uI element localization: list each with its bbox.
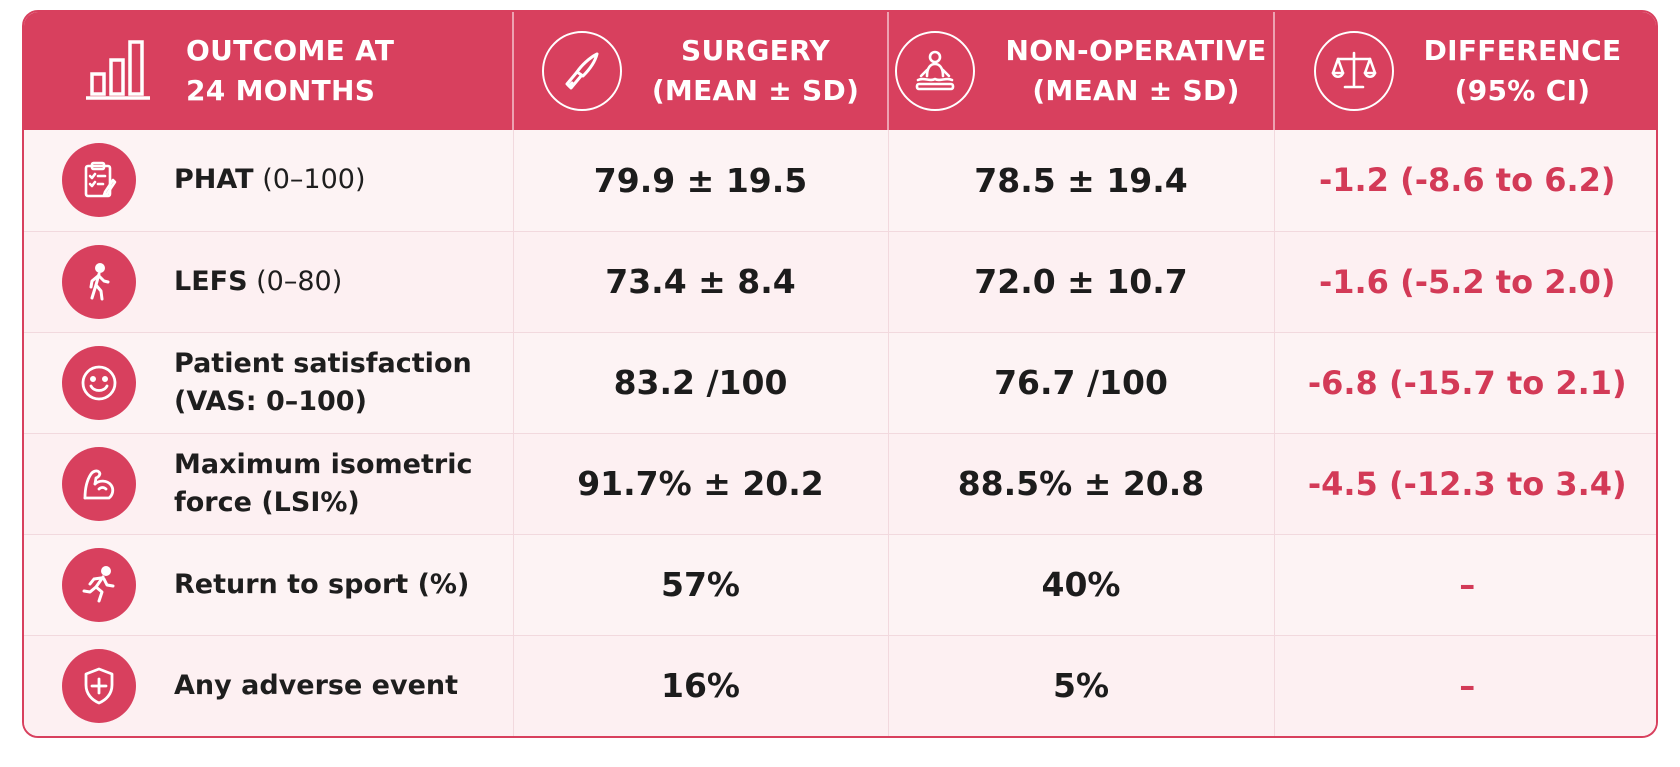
clipboard-icon bbox=[62, 143, 136, 218]
outcome-label-main: Patient satisfaction bbox=[174, 347, 472, 379]
outcome-label-main: PHAT bbox=[174, 164, 254, 196]
table-row: Return to sport (%) 57% 40% – bbox=[24, 534, 1656, 636]
difference-value: -1.2 (-8.6 to 6.2) bbox=[1274, 130, 1656, 232]
surgery-value: 57% bbox=[513, 534, 889, 636]
surgery-value: 91.7% ± 20.2 bbox=[513, 433, 889, 535]
header-non-operative-line2: (MEAN ± SD) bbox=[1032, 74, 1240, 107]
header-difference-line1: DIFFERENCE bbox=[1423, 34, 1622, 67]
balance-scale-icon bbox=[1313, 31, 1394, 111]
header-outcome-line2: 24 MONTHS bbox=[186, 74, 376, 107]
surgery-value: 73.4 ± 8.4 bbox=[513, 231, 889, 333]
surgery-value: 79.9 ± 19.5 bbox=[513, 130, 889, 232]
flexed-arm-icon bbox=[62, 446, 136, 521]
header-surgery-line1: SURGERY bbox=[681, 34, 830, 67]
outcome-cell: PHAT (0–100) bbox=[24, 130, 514, 232]
outcome-cell: Return to sport (%) bbox=[24, 534, 514, 636]
surgery-value: 83.2 /100 bbox=[513, 332, 889, 434]
scalpel-icon bbox=[541, 31, 622, 111]
non-operative-value: 76.7 /100 bbox=[888, 332, 1275, 434]
outcome-label-main: Maximum isometric bbox=[174, 448, 473, 480]
smiley-icon bbox=[62, 345, 136, 420]
difference-value: -4.5 (-12.3 to 3.4) bbox=[1274, 433, 1656, 535]
table-row: Maximum isometric force (LSI%) 91.7% ± 2… bbox=[24, 433, 1656, 535]
outcome-cell: Maximum isometric force (LSI%) bbox=[24, 433, 514, 535]
header-outcome-line1: OUTCOME AT bbox=[186, 34, 395, 67]
header-outcome: OUTCOME AT 24 MONTHS bbox=[24, 12, 514, 130]
header-non-operative-line1: NON-OPERATIVE bbox=[1005, 34, 1267, 67]
non-operative-value: 72.0 ± 10.7 bbox=[888, 231, 1275, 333]
header-difference: DIFFERENCE (95% CI) bbox=[1274, 12, 1656, 130]
outcomes-table-card: OUTCOME AT 24 MONTHS bbox=[22, 10, 1658, 738]
outcome-label-range: (0–100) bbox=[253, 164, 366, 196]
outcome-label-line2: (VAS: 0–100) bbox=[174, 385, 367, 417]
header-row: OUTCOME AT 24 MONTHS bbox=[24, 12, 1656, 130]
outcome-cell: Patient satisfaction (VAS: 0–100) bbox=[24, 332, 514, 434]
table-row: Patient satisfaction (VAS: 0–100) 83.2 /… bbox=[24, 332, 1656, 434]
surgery-value: 16% bbox=[513, 635, 889, 736]
shield-plus-icon bbox=[62, 648, 136, 723]
outcome-cell: Any adverse event bbox=[24, 635, 514, 736]
table-row: PHAT (0–100) 79.9 ± 19.5 78.5 ± 19.4 -1.… bbox=[24, 130, 1656, 232]
difference-value: -6.8 (-15.7 to 2.1) bbox=[1274, 332, 1656, 434]
header-surgery-line2: (MEAN ± SD) bbox=[651, 74, 860, 107]
running-person-icon bbox=[62, 547, 136, 622]
physiotherapy-icon bbox=[895, 31, 976, 111]
header-non-operative: NON-OPERATIVE (MEAN ± SD) bbox=[888, 12, 1275, 130]
header-difference-line2: (95% CI) bbox=[1454, 74, 1591, 107]
difference-value: -1.6 (-5.2 to 2.0) bbox=[1274, 231, 1656, 333]
table-row: Any adverse event 16% 5% – bbox=[24, 635, 1656, 736]
outcome-cell: LEFS (0–80) bbox=[24, 231, 514, 333]
outcome-label-line2: force (LSI%) bbox=[174, 486, 360, 518]
non-operative-value: 78.5 ± 19.4 bbox=[888, 130, 1275, 232]
non-operative-value: 40% bbox=[888, 534, 1275, 636]
outcome-label-main: Return to sport (%) bbox=[174, 568, 470, 600]
non-operative-value: 88.5% ± 20.8 bbox=[888, 433, 1275, 535]
header-surgery: SURGERY (MEAN ± SD) bbox=[513, 12, 889, 130]
non-operative-value: 5% bbox=[888, 635, 1275, 736]
walking-person-icon bbox=[62, 244, 136, 319]
bar-chart-icon bbox=[86, 36, 152, 106]
difference-value: – bbox=[1274, 534, 1656, 636]
difference-value: – bbox=[1459, 666, 1476, 705]
outcome-label-range: (0–80) bbox=[247, 265, 343, 297]
outcome-label-main: LEFS bbox=[174, 265, 248, 297]
outcomes-table: OUTCOME AT 24 MONTHS bbox=[24, 12, 1656, 736]
table-row: LEFS (0–80) 73.4 ± 8.4 72.0 ± 10.7 -1.6 … bbox=[24, 231, 1656, 333]
outcome-label-main: Any adverse event bbox=[174, 669, 459, 701]
